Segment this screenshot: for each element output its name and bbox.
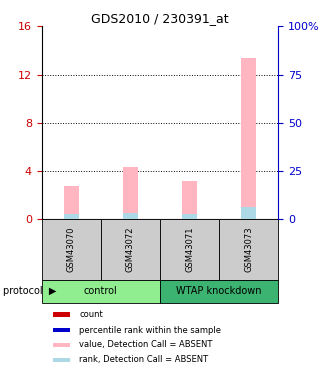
Bar: [182, 214, 197, 219]
Text: protocol  ▶: protocol ▶: [3, 286, 57, 296]
Text: value, Detection Call = ABSENT: value, Detection Call = ABSENT: [79, 340, 213, 350]
Bar: [42, 219, 101, 279]
Text: count: count: [79, 310, 103, 319]
Bar: [53, 357, 70, 362]
Bar: [241, 207, 256, 219]
Bar: [123, 168, 138, 219]
Bar: [241, 58, 256, 219]
Text: percentile rank within the sample: percentile rank within the sample: [79, 326, 221, 334]
Bar: [123, 213, 138, 219]
Bar: [53, 312, 70, 317]
Text: GSM43072: GSM43072: [126, 227, 135, 272]
Bar: [182, 181, 197, 219]
Text: control: control: [84, 286, 118, 296]
Bar: [160, 219, 219, 279]
Bar: [42, 279, 160, 303]
Text: GSM43070: GSM43070: [67, 227, 76, 272]
Bar: [64, 186, 79, 219]
Bar: [53, 343, 70, 347]
Text: GSM43073: GSM43073: [244, 226, 253, 272]
Bar: [219, 219, 278, 279]
Bar: [160, 279, 278, 303]
Title: GDS2010 / 230391_at: GDS2010 / 230391_at: [91, 12, 229, 25]
Text: WTAP knockdown: WTAP knockdown: [176, 286, 262, 296]
Bar: [101, 219, 160, 279]
Bar: [64, 214, 79, 219]
Text: GSM43071: GSM43071: [185, 227, 194, 272]
Text: rank, Detection Call = ABSENT: rank, Detection Call = ABSENT: [79, 355, 209, 364]
Bar: [53, 328, 70, 332]
